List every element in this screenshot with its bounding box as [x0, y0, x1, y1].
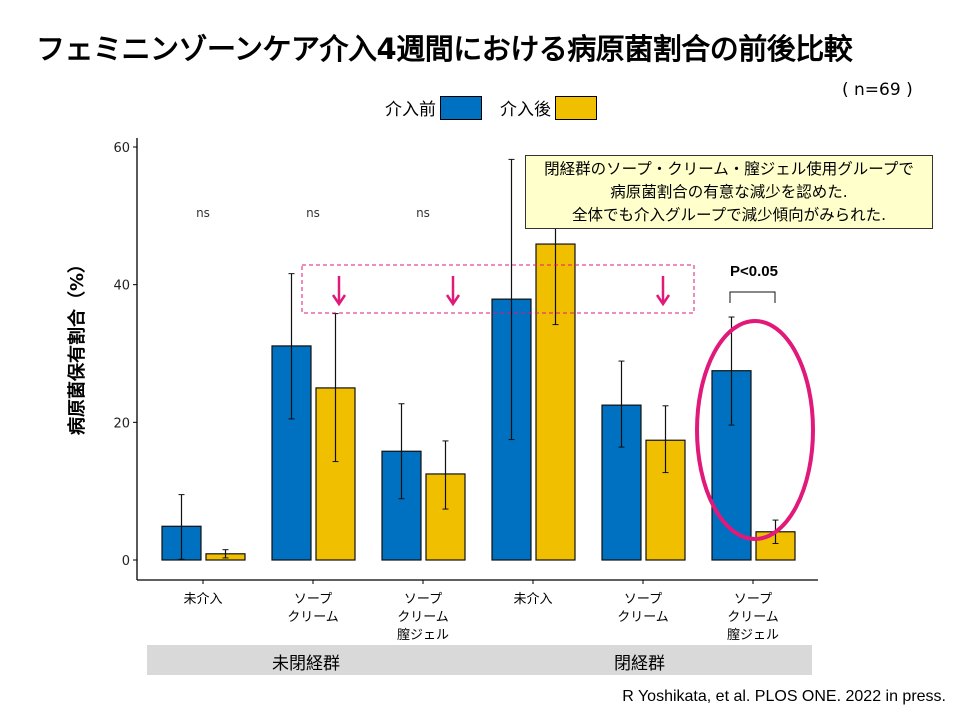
y-tick-label: 0	[122, 554, 130, 569]
down-arrow-icon	[445, 294, 461, 307]
legend-swatch-after	[555, 95, 597, 120]
ns-label: ns	[306, 206, 320, 220]
legend: 介入前 介入後	[385, 95, 615, 120]
y-tick-label: 40	[113, 279, 130, 294]
x-tick-label: クリーム	[397, 610, 449, 625]
x-tick-label: 未介入	[183, 592, 222, 607]
x-tick-label: ソープ	[624, 592, 662, 607]
legend-swatch-before	[440, 95, 482, 120]
callout-line: 全体でも介入グループで減少傾向がみられた.	[572, 206, 886, 224]
highlight-dashed-box	[301, 264, 695, 314]
highlight-ellipse	[695, 319, 815, 541]
legend-label-after: 介入後	[500, 100, 551, 120]
x-tick-label: クリーム	[617, 610, 669, 625]
significance-bracket	[729, 291, 776, 303]
group-band: 未閉経群 閉経群	[147, 645, 812, 675]
y-tick-label: 20	[113, 416, 130, 431]
callout-line: 閉経群のソープ・クリーム・膣ジェル使用グループで	[544, 160, 914, 178]
ns-label: ns	[416, 206, 430, 220]
x-tick-label: ソープ	[734, 592, 772, 607]
x-tick-label: 未介入	[513, 592, 552, 607]
callout-line: 病原菌割合の有意な減少を認めた.	[610, 183, 848, 201]
sample-size: ( n=69 )	[842, 80, 913, 100]
citation: R Yoshikata, et al. PLOS ONE. 2022 in pr…	[622, 688, 946, 705]
significance-label: P<0.05	[730, 263, 778, 280]
ns-label: ns	[196, 206, 210, 220]
x-tick-label: ソープ	[294, 592, 332, 607]
callout-box: 閉経群のソープ・クリーム・膣ジェル使用グループで 病原菌割合の有意な減少を認めた…	[525, 155, 933, 229]
x-tick-label: クリーム	[287, 610, 339, 625]
x-tick-label: 膣ジェル	[397, 627, 449, 643]
legend-label-before: 介入前	[385, 100, 436, 120]
y-tick-label: 60	[113, 141, 130, 156]
slide-title: フェミニンゾーンケア介入4週間における病原菌割合の前後比較	[36, 32, 853, 66]
group-label-postmenopausal: 閉経群	[614, 654, 665, 674]
group-label-premenopausal: 未閉経群	[272, 654, 340, 674]
x-tick-label: ソープ	[404, 592, 442, 607]
down-arrow-icon	[331, 294, 347, 307]
down-arrow-icon	[655, 294, 671, 307]
x-tick-label: 膣ジェル	[727, 627, 779, 643]
x-tick-label: クリーム	[727, 610, 779, 625]
